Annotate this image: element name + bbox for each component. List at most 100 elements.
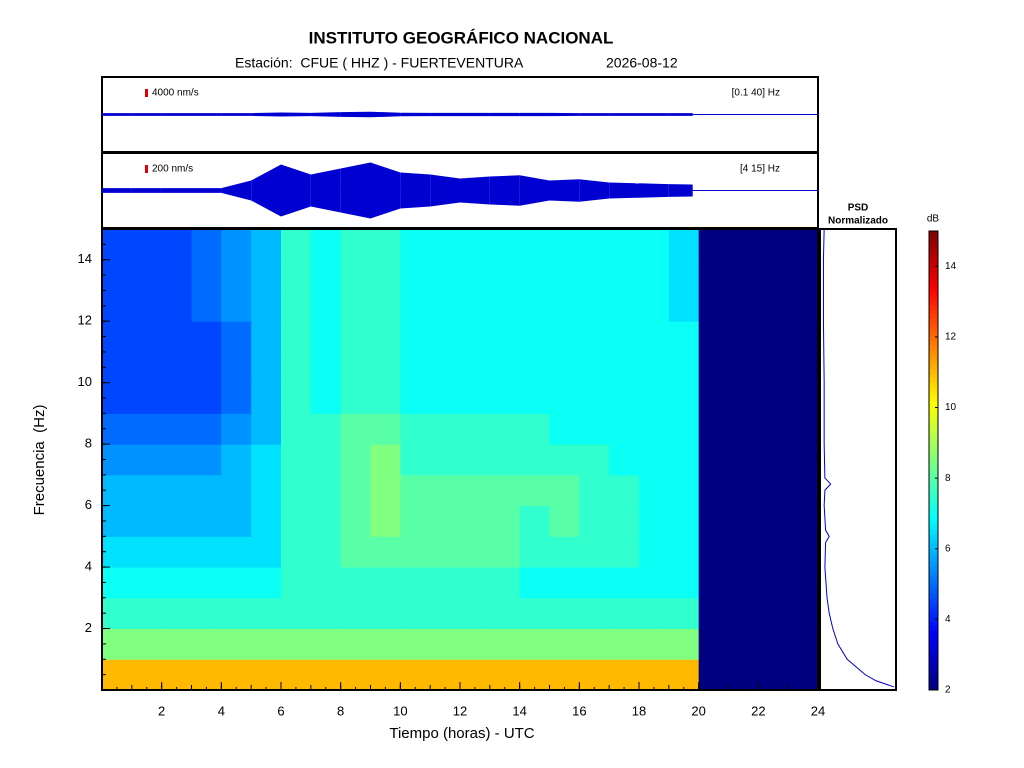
spectrogram-cell <box>758 259 789 291</box>
spectrogram-cell <box>281 229 312 261</box>
spectrogram-cell <box>519 413 550 445</box>
spectrogram-cell <box>668 413 700 445</box>
colorbar-swatch <box>929 318 938 324</box>
x-tick-label: 24 <box>811 703 825 718</box>
spectrogram-cell <box>191 444 222 476</box>
spectrogram-cell <box>102 351 133 384</box>
spectrogram-cell <box>131 659 163 691</box>
spectrogram-cell <box>251 567 282 599</box>
spectrogram-cell <box>161 597 192 630</box>
trace-envelope <box>281 112 311 117</box>
colorbar-frame <box>928 230 939 691</box>
spectrogram-cell <box>758 351 789 384</box>
spectrogram-cell <box>460 351 491 384</box>
spectrogram-cell <box>609 413 640 445</box>
spectrogram-cell <box>579 628 610 660</box>
colorbar-swatch <box>929 465 938 471</box>
colorbar-swatch <box>929 639 938 645</box>
spectrogram-cell <box>102 567 133 599</box>
spectrogram-cell <box>519 290 550 322</box>
spectrogram-cell <box>281 382 312 414</box>
colorbar-swatch <box>929 345 938 351</box>
spectrogram-cell <box>549 536 580 568</box>
spectrogram-cell <box>340 444 371 476</box>
colorbar-swatch <box>929 570 938 576</box>
spectrogram-cell <box>102 290 133 322</box>
colorbar-swatch <box>929 611 938 618</box>
spectrogram-cell <box>131 567 163 599</box>
spectrogram-cell <box>609 290 640 322</box>
spectrogram-cell <box>191 567 222 599</box>
spectrogram-cell <box>668 290 700 322</box>
spectrogram-cell <box>400 597 431 630</box>
trace-envelope <box>460 112 490 117</box>
spectrogram-cell <box>788 444 819 476</box>
spectrogram-cell <box>430 444 461 476</box>
spectrogram-cell <box>728 474 759 507</box>
spectrogram-cell <box>221 321 252 353</box>
colorbar-swatch <box>929 566 938 572</box>
spectrogram-cell <box>310 229 342 261</box>
spectrogram-cell <box>191 597 222 630</box>
spectrogram-cell <box>639 597 670 630</box>
spectrogram-cell <box>609 382 640 414</box>
spectrogram-cell <box>221 444 252 476</box>
trace-envelope <box>460 176 490 205</box>
colorbar-swatch <box>929 391 938 397</box>
spectrogram-cell <box>460 567 491 599</box>
colorbar-swatch <box>929 267 938 273</box>
spectrogram-cell <box>728 382 759 414</box>
x-tick-label: 14 <box>512 703 526 718</box>
spectrogram-cell <box>788 259 819 291</box>
spectrogram-cell <box>221 597 252 630</box>
colorbar-swatch <box>929 492 938 498</box>
colorbar-swatch <box>929 657 938 663</box>
colorbar-swatch <box>929 299 938 305</box>
colorbar-swatch <box>929 667 938 673</box>
colorbar-swatch <box>929 598 938 604</box>
spectrogram-cell <box>161 659 192 691</box>
spectrogram-cell <box>340 351 371 384</box>
spectrogram-cell <box>579 413 610 445</box>
colorbar-swatch <box>929 644 938 650</box>
colorbar-swatch <box>929 662 938 668</box>
scale-bar <box>145 165 148 173</box>
spectrogram-cell <box>430 382 461 414</box>
colorbar-swatch <box>929 538 938 544</box>
trace-envelope <box>191 188 222 193</box>
spectrogram-cell <box>758 474 789 507</box>
spectrogram-cell <box>131 321 163 353</box>
spectrogram-cell <box>788 290 819 322</box>
spectrogram-cell <box>728 536 759 568</box>
spectrogram-cell <box>400 321 431 353</box>
spectrogram-cell <box>460 321 491 353</box>
colorbar-swatch <box>929 432 938 439</box>
spectrogram-cell <box>698 597 729 630</box>
colorbar-swatch <box>929 410 938 416</box>
spectrogram-cell <box>489 536 521 568</box>
psd-line <box>822 228 895 688</box>
trace-envelope <box>191 113 222 116</box>
colorbar-swatch <box>929 327 938 333</box>
spectrogram-cell <box>400 351 431 384</box>
spectrogram-cell <box>131 413 163 445</box>
colorbar-swatch <box>929 469 938 475</box>
spectrogram-cell <box>519 505 550 537</box>
spectrogram-cell <box>489 505 521 537</box>
colorbar-swatch <box>929 377 938 383</box>
spectrogram-cell <box>728 505 759 537</box>
x-tick-label: 6 <box>277 703 284 718</box>
spectrogram-cell <box>191 321 222 353</box>
colorbar-tick-label: 6 <box>945 543 951 554</box>
spectrogram-cell <box>460 536 491 568</box>
spectrogram-cell <box>310 382 342 414</box>
trace-envelope <box>489 175 520 206</box>
spectrogram-cell <box>639 382 670 414</box>
spectrogram-cell <box>668 659 700 691</box>
spectrogram-cell <box>221 536 252 568</box>
colorbar-swatch <box>929 263 938 269</box>
colorbar-label: dB <box>927 214 940 225</box>
spectrogram-cell <box>788 321 819 353</box>
spectrogram-cell <box>668 351 700 384</box>
spectrogram-cell <box>221 659 252 691</box>
